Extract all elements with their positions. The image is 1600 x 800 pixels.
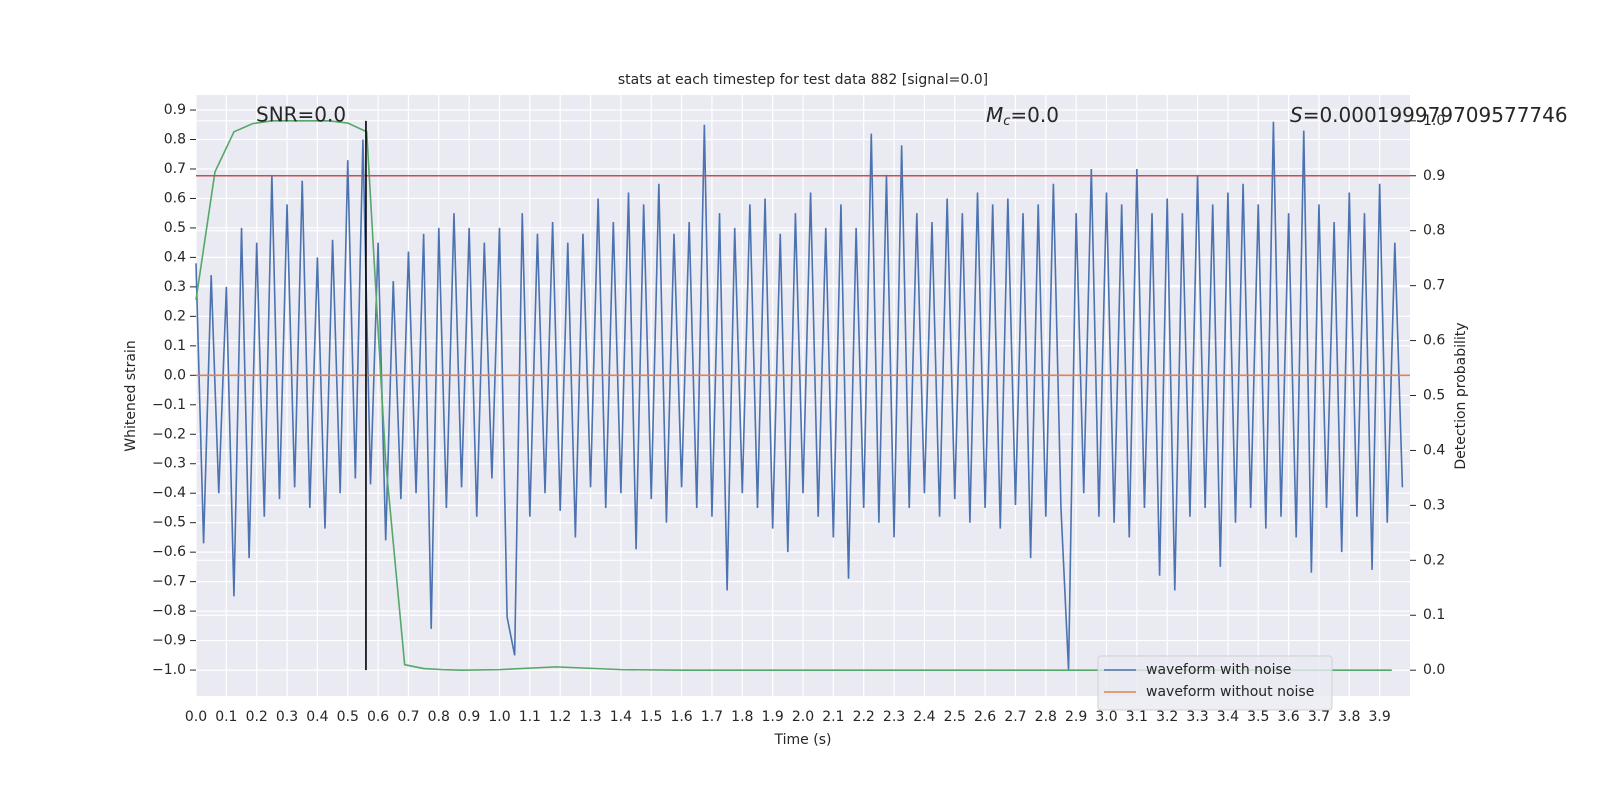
- series-line: [195, 120, 1392, 671]
- marks: [195, 120, 1410, 671]
- x-tick-label: 0.8: [428, 709, 450, 725]
- x-tick-label: 2.7: [1004, 709, 1026, 725]
- x-tick-label: 1.3: [579, 709, 601, 725]
- x-tick-label: 1.1: [519, 709, 541, 725]
- y-tick-label: 0.4: [164, 249, 186, 265]
- y-tick-label: 0.6: [164, 190, 186, 206]
- x-tick-label: 1.2: [549, 709, 571, 725]
- legend: waveform with noise waveform without nois…: [1097, 655, 1333, 711]
- x-tick-label: 1.5: [640, 709, 662, 725]
- y2-tick-label: 0.7: [1423, 278, 1445, 294]
- x-tick-label: 3.8: [1338, 709, 1360, 725]
- y-tick-label: 0.7: [164, 161, 186, 177]
- x-tick-label: 0.4: [306, 709, 328, 725]
- y-tick-label: 0.9: [164, 102, 186, 118]
- x-tick-label: 1.9: [762, 709, 784, 725]
- annotation: SNR=0.0: [256, 103, 346, 127]
- y-tick-label: 0.5: [164, 220, 186, 236]
- annotation: Mc=0.0: [986, 103, 1059, 129]
- grid: [195, 95, 1410, 696]
- y-tick-label: −0.4: [152, 485, 186, 501]
- x-tick-label: 0.0: [185, 709, 207, 725]
- annotation-text: =0.000199979709577746: [1303, 103, 1568, 127]
- x-tick-label: 2.0: [792, 709, 814, 725]
- y2-tick-label: 0.2: [1423, 552, 1445, 568]
- x-tick-label: 0.5: [337, 709, 359, 725]
- annotation-subscript: c: [1003, 114, 1010, 129]
- x-tick-label: 0.6: [367, 709, 389, 725]
- y-tick-label: 0.1: [164, 338, 186, 354]
- x-tick-label: 2.5: [944, 709, 966, 725]
- y2-tick-label: 0.1: [1423, 607, 1445, 623]
- x-tick-label: 0.3: [276, 709, 298, 725]
- x-tick-label: 0.7: [397, 709, 419, 725]
- y-tick-label: 0.3: [164, 279, 186, 295]
- x-tick-label: 1.0: [488, 709, 510, 725]
- chart-title: stats at each timestep for test data 882…: [618, 72, 988, 88]
- y2-tick-label: 0.3: [1423, 497, 1445, 513]
- x-tick-label: 2.8: [1035, 709, 1057, 725]
- y-tick-label: 0.0: [164, 367, 186, 383]
- x-tick-label: 3.3: [1186, 709, 1208, 725]
- x-tick-label: 0.1: [215, 709, 237, 725]
- x-tick-label: 3.7: [1308, 709, 1330, 725]
- x-tick-label: 2.1: [822, 709, 844, 725]
- annotation-symbol: S: [1290, 103, 1303, 127]
- y-tick-label: −0.9: [152, 633, 186, 649]
- x-tick-label: 1.8: [731, 709, 753, 725]
- y-tick-label: −0.2: [152, 426, 186, 442]
- x-axis-label: Time (s): [774, 732, 832, 748]
- x-tick-label: 1.6: [670, 709, 692, 725]
- y2-tick-label: 0.8: [1423, 223, 1445, 239]
- annotation-symbol: M: [986, 103, 1003, 127]
- y-tick-label: −0.6: [152, 544, 186, 560]
- y2-tick-label: 0.0: [1423, 662, 1445, 678]
- annotation-text: =0.0: [1010, 103, 1059, 127]
- x-tick-label: 2.3: [883, 709, 905, 725]
- y-tick-label: −0.5: [152, 515, 186, 531]
- legend-box: [1097, 655, 1333, 711]
- x-tick-label: 3.4: [1217, 709, 1239, 725]
- x-tick-label: 2.2: [853, 709, 875, 725]
- legend-label: waveform with noise: [1146, 662, 1291, 678]
- x-tick-label: 3.9: [1369, 709, 1391, 725]
- y-tick-label: −0.3: [152, 456, 186, 472]
- x-tick-label: 3.5: [1247, 709, 1269, 725]
- y-tick-label: −1.0: [152, 662, 186, 678]
- legend-label: waveform without noise: [1146, 684, 1314, 700]
- x-tick-label: 3.1: [1126, 709, 1148, 725]
- x-tick-label: 3.2: [1156, 709, 1178, 725]
- annotation: S=0.000199979709577746: [1290, 103, 1568, 127]
- x-tick-label: 2.6: [974, 709, 996, 725]
- x-tick-label: 0.2: [246, 709, 268, 725]
- y2-tick-label: 0.9: [1423, 168, 1445, 184]
- y2-tick-label: 0.5: [1423, 388, 1445, 404]
- y2-axis-label: Detection probability: [1453, 322, 1469, 469]
- x-tick-label: 0.9: [458, 709, 480, 725]
- y-tick-label: −0.7: [152, 574, 186, 590]
- series-line: [195, 121, 1404, 671]
- y-tick-label: 0.2: [164, 308, 186, 324]
- y2-tick-label: 0.4: [1423, 442, 1445, 458]
- y-tick-label: 0.8: [164, 132, 186, 148]
- x-tick-label: 3.0: [1095, 709, 1117, 725]
- x-tick-label: 3.6: [1277, 709, 1299, 725]
- y2-tick-label: 1.0: [1423, 113, 1445, 129]
- x-tick-label: 2.9: [1065, 709, 1087, 725]
- y2-tick-label: 0.6: [1423, 333, 1445, 349]
- y-axis-label: Whitened strain: [123, 340, 139, 451]
- x-tick-label: 2.4: [913, 709, 935, 725]
- x-tick-label: 1.4: [610, 709, 632, 725]
- x-tick-label: 1.7: [701, 709, 723, 725]
- y-tick-label: −0.8: [152, 603, 186, 619]
- y-tick-label: −0.1: [152, 397, 186, 413]
